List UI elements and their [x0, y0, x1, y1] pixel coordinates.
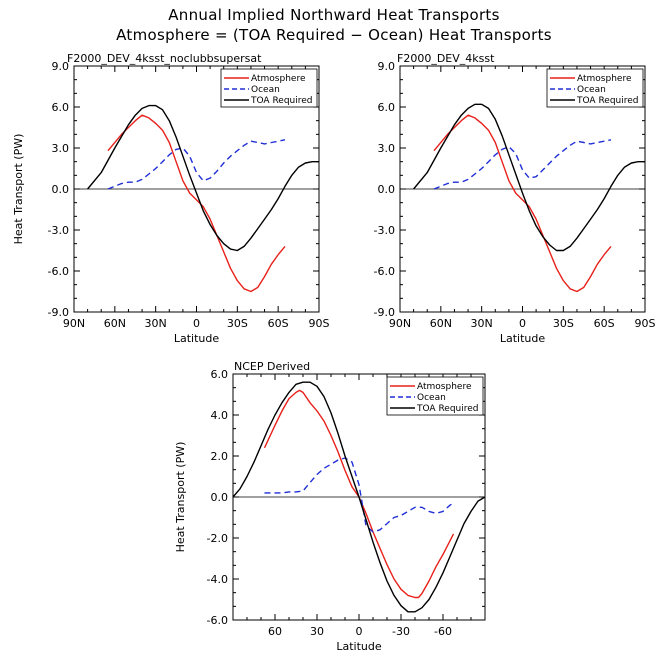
legend-label: TOA Required [576, 96, 639, 106]
figure-title-line1: Annual Implied Northward Heat Transports [168, 6, 500, 24]
series-line-atmosphere [107, 114, 286, 293]
legend-label: Ocean [577, 85, 606, 95]
figure-title-line2: Atmosphere = (TOA Required − Ocean) Heat… [116, 26, 552, 44]
y-tick-label: 6.0 [211, 368, 229, 381]
chart-panel-3: 6.0 4.0 2.0 0.0 -2.0 -4.0 -6.0 60 30 0 -30 -60 Latit… [174, 360, 486, 653]
legend-label: Atmosphere [417, 382, 472, 392]
y-tick-label: 3.0 [378, 142, 396, 155]
x-tick-label: 60 [268, 625, 282, 638]
legend-label: TOA Required [416, 404, 479, 414]
series-line-toa-required [413, 103, 645, 252]
x-tick-label: 0 [356, 625, 363, 638]
x-axis-label: Latitude [336, 640, 382, 653]
x-axis-label: Latitude [500, 332, 546, 345]
series-line-toa-required [87, 104, 319, 252]
x-tick-label: 60S [594, 317, 615, 330]
y-tick-label: 2.0 [211, 450, 229, 463]
y-tick-label: -6.0 [207, 614, 228, 627]
y-tick-label: -3.0 [48, 224, 69, 237]
x-tick-label: 60N [430, 317, 452, 330]
x-tick-label: 60S [268, 317, 289, 330]
series-line-ocean [107, 139, 286, 190]
legend-label: Ocean [251, 85, 280, 95]
series-line-ocean [264, 457, 454, 533]
y-tick-label: -4.0 [207, 573, 228, 586]
y-tick-label: 6.0 [52, 101, 70, 114]
x-tick-label: 30 [310, 625, 324, 638]
series-line-ocean [433, 139, 612, 190]
panel-subtitle: F2000_DEV_4ksst [397, 52, 495, 65]
y-tick-label: -9.0 [48, 306, 69, 319]
legend-label: Atmosphere [251, 74, 306, 84]
legend-label: TOA Required [250, 96, 313, 106]
y-tick-label: 9.0 [378, 60, 396, 73]
legend-label: Atmosphere [577, 74, 632, 84]
x-tick-label: 30S [227, 317, 248, 330]
series-line-atmosphere [263, 389, 455, 599]
x-tick-label: 30N [145, 317, 167, 330]
y-tick-label: 4.0 [211, 409, 229, 422]
y-tick-label: 0.0 [52, 183, 70, 196]
y-tick-label: -6.0 [374, 265, 395, 278]
y-tick-label: 3.0 [52, 142, 70, 155]
x-tick-label: 30S [553, 317, 574, 330]
x-tick-label: 90S [309, 317, 330, 330]
x-tick-label: -30 [392, 625, 410, 638]
x-tick-label: 90S [635, 317, 656, 330]
panel-subtitle: F2000_DEV_4ksst_noclubbsupersat [67, 52, 262, 65]
series-line-toa-required [232, 381, 486, 613]
legend-label: Ocean [417, 393, 446, 403]
y-tick-label: -3.0 [374, 224, 395, 237]
x-tick-label: 60N [104, 317, 126, 330]
x-tick-label: 0 [519, 317, 526, 330]
series-line-atmosphere [433, 114, 612, 293]
y-tick-label: -6.0 [48, 265, 69, 278]
y-axis-label: Heat Transport (PW) [12, 134, 25, 245]
x-axis-label: Latitude [174, 332, 220, 345]
y-tick-label: -9.0 [374, 306, 395, 319]
y-axis-label: Heat Transport (PW) [174, 442, 187, 553]
x-tick-label: 30N [471, 317, 493, 330]
y-tick-label: 0.0 [378, 183, 396, 196]
x-tick-label: 0 [193, 317, 200, 330]
y-tick-label: 0.0 [211, 491, 229, 504]
x-tick-label: 90N [63, 317, 85, 330]
x-tick-label: -60 [434, 625, 452, 638]
y-tick-label: 9.0 [52, 60, 70, 73]
x-tick-label: 90N [389, 317, 411, 330]
panel-subtitle: NCEP Derived [234, 360, 310, 373]
y-tick-label: 6.0 [378, 101, 396, 114]
y-tick-label: -2.0 [207, 532, 228, 545]
